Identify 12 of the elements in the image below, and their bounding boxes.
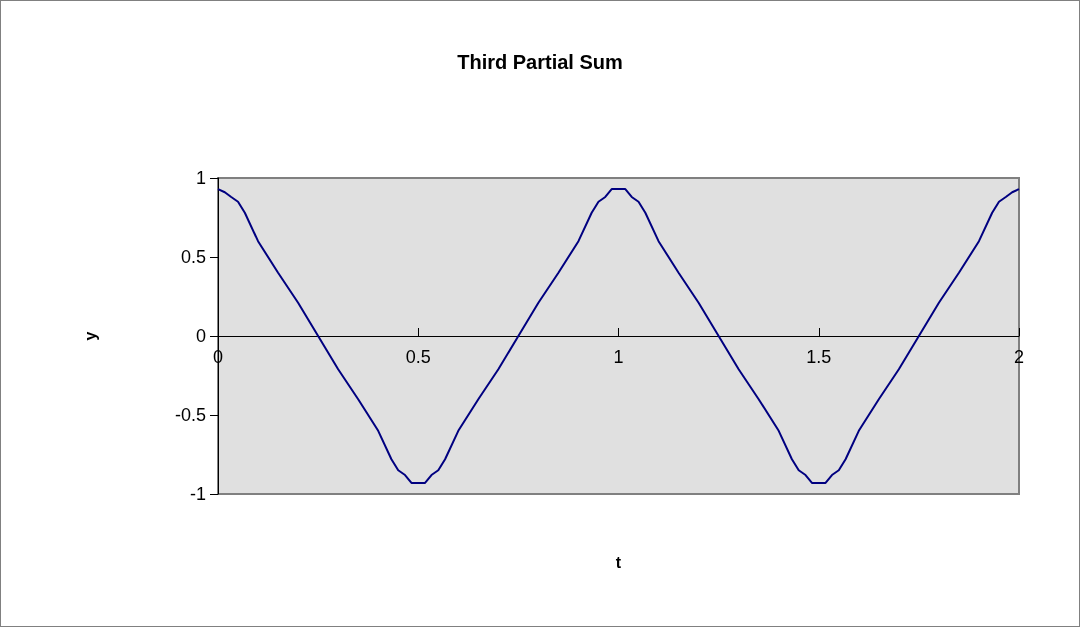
x-tick-label: 2 [1013, 347, 1025, 367]
y-axis-title: y [81, 331, 99, 341]
x-axis-title: t [615, 553, 622, 571]
x-tick-label: 1 [613, 347, 624, 367]
y-tick-label: -0.5 [174, 405, 206, 425]
chart-title: Third Partial Sum [457, 51, 623, 73]
y-tick-label: -1 [189, 484, 206, 504]
y-tick-label: 0 [195, 326, 206, 346]
x-tick-label: 0.5 [405, 347, 431, 367]
y-tick-label: 1 [195, 168, 206, 188]
x-tick-label: 1.5 [806, 347, 832, 367]
y-tick-label: 0.5 [180, 247, 206, 267]
